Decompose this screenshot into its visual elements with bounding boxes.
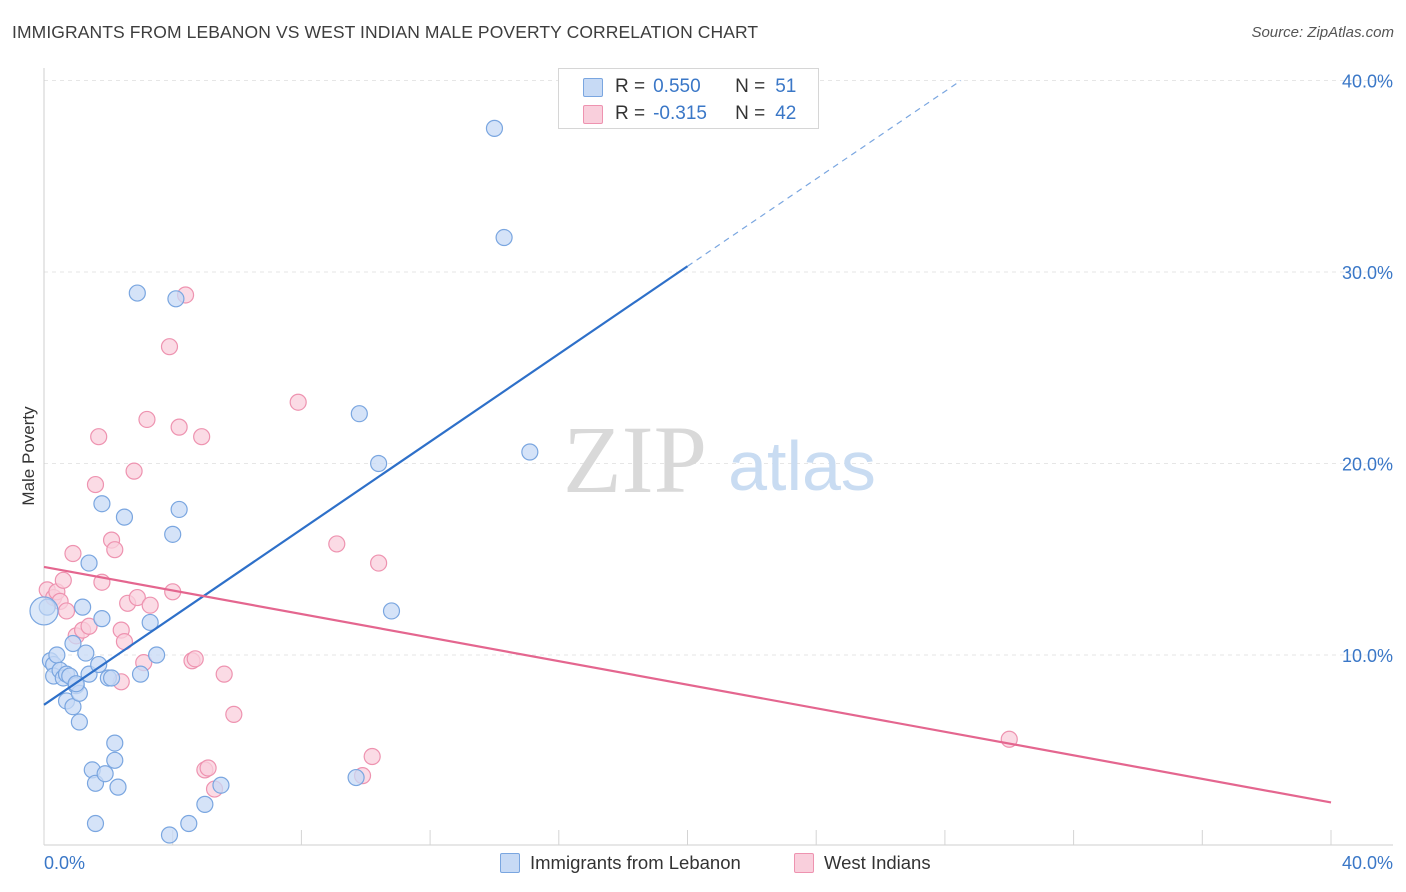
data-point-west-indians — [80, 617, 98, 635]
grid-lines — [44, 80, 1393, 656]
data-point-lebanon — [128, 284, 146, 302]
data-point-lebanon — [170, 500, 188, 519]
n-value: 42 — [775, 103, 797, 124]
data-point-lebanon — [167, 290, 185, 308]
data-point-lebanon — [86, 814, 105, 833]
data-point-lebanon — [485, 119, 504, 137]
legend-item-west-indians[interactable]: West Indians — [794, 852, 931, 874]
data-point-lebanon — [495, 228, 513, 247]
data-point-west-indians — [138, 410, 156, 429]
x-tick-label: 40.0% — [1342, 853, 1393, 873]
data-point-west-indians — [86, 475, 105, 494]
data-point-west-indians — [64, 544, 82, 563]
y-tick-label: 30.0% — [1342, 263, 1393, 283]
r-value: -0.315 — [653, 103, 707, 124]
data-point-west-indians — [289, 393, 307, 411]
n-value: 51 — [775, 76, 797, 97]
west-indians-swatch — [583, 104, 603, 124]
axis-labels: 10.0% 20.0% 30.0% 40.0% 0.0% 40.0% Male Povert… — [19, 72, 1393, 874]
source-credit: Source: ZipAtlas.com — [1251, 24, 1394, 41]
y-tick-label: 10.0% — [1342, 646, 1393, 666]
data-point-lebanon — [70, 713, 88, 731]
data-point-lebanon — [90, 655, 108, 674]
data-point-lebanon — [196, 795, 214, 813]
data-point-west-indians — [90, 428, 108, 446]
trend-line-lebanon-extension — [687, 80, 962, 267]
data-point-lebanon — [106, 751, 124, 769]
data-point-west-indians — [106, 541, 124, 559]
data-point-lebanon — [74, 598, 92, 616]
axes — [43, 68, 1393, 846]
r-value: 0.550 — [653, 76, 701, 97]
trend-line-lebanon — [43, 265, 689, 706]
data-point-west-indians — [199, 759, 217, 777]
data-point-lebanon — [350, 405, 368, 423]
data-point-west-indians — [57, 602, 76, 620]
legend-row-lebanon: R = 0.550 N = 51 — [583, 75, 796, 99]
data-point-lebanon — [370, 454, 388, 473]
west-indians-swatch — [794, 853, 814, 873]
series-lebanon — [29, 119, 539, 844]
correlation-legend: R = 0.550 N = 51 R = -0.315 N = 42 — [558, 68, 819, 129]
data-point-lebanon — [77, 644, 95, 662]
data-point-lebanon — [93, 610, 111, 628]
y-axis-label: Male Poverty — [19, 406, 38, 506]
trend-lines — [43, 80, 1332, 804]
data-point-lebanon — [64, 634, 82, 653]
data-point-lebanon — [131, 665, 150, 683]
data-point-lebanon — [93, 495, 111, 513]
legend-row-west-indians: R = -0.315 N = 42 — [583, 102, 796, 126]
data-point-lebanon — [521, 443, 539, 461]
lebanon-swatch — [583, 77, 603, 97]
data-point-west-indians — [125, 462, 143, 480]
watermark: ZIP atlas — [563, 406, 876, 513]
data-point-west-indians — [170, 418, 188, 436]
y-tick-label: 20.0% — [1342, 455, 1393, 475]
legend-label-west-indians: West Indians — [824, 852, 931, 873]
legend-item-lebanon[interactable]: Immigrants from Lebanon — [500, 852, 741, 874]
data-point-lebanon — [160, 826, 179, 844]
data-point-lebanon — [164, 525, 182, 543]
data-point-west-indians — [370, 554, 388, 572]
data-point-lebanon — [102, 669, 121, 687]
data-point-west-indians — [193, 428, 211, 446]
data-point-west-indians — [54, 571, 72, 589]
trend-line-west-indians — [43, 565, 1332, 804]
watermark-atlas: atlas — [728, 427, 876, 505]
legend-label-lebanon: Immigrants from Lebanon — [530, 852, 741, 873]
n-label: N = — [735, 76, 766, 97]
data-point-west-indians — [363, 747, 381, 766]
y-tick-label: 40.0% — [1342, 72, 1393, 92]
r-label: R = — [615, 76, 646, 97]
data-point-lebanon — [347, 768, 365, 787]
data-point-lebanon — [48, 646, 66, 664]
data-point-west-indians — [160, 338, 179, 356]
watermark-zip: ZIP — [563, 406, 707, 513]
data-point-lebanon — [148, 646, 166, 664]
data-point-lebanon-cluster — [29, 596, 59, 626]
data-point-lebanon — [115, 508, 134, 526]
data-point-lebanon — [180, 814, 198, 833]
data-point-lebanon — [80, 554, 98, 572]
data-point-lebanon — [96, 765, 114, 783]
n-label: N = — [735, 103, 766, 124]
data-point-west-indians — [141, 596, 159, 614]
data-point-lebanon — [212, 776, 230, 794]
data-point-west-indians — [128, 588, 146, 607]
data-point-west-indians — [215, 665, 233, 683]
x-tick-label: 0.0% — [44, 853, 85, 873]
data-point-lebanon — [382, 602, 401, 620]
data-point-lebanon — [141, 613, 159, 632]
chart-title: IMMIGRANTS FROM LEBANON VS WEST INDIAN M… — [12, 22, 759, 42]
data-point-west-indians — [186, 650, 204, 668]
data-point-west-indians — [225, 705, 243, 723]
series-west-indians — [38, 286, 1018, 798]
data-point-lebanon — [106, 734, 124, 752]
lebanon-swatch — [500, 853, 520, 873]
r-label: R = — [615, 103, 646, 124]
data-point-lebanon — [109, 778, 127, 796]
data-point-west-indians — [328, 535, 346, 553]
